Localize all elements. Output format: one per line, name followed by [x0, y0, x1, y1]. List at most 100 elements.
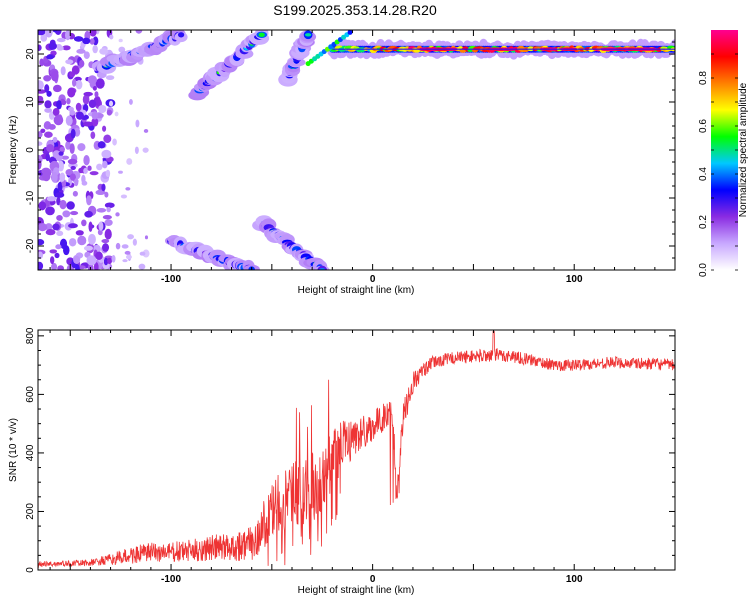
colorbar: 0.0 0.2 0.4 0.6 0.8 Normalized spectral ampl…: [698, 30, 749, 277]
heatmap-noise-cell: [38, 261, 44, 270]
heatmap-noise-cell: [39, 58, 44, 67]
heatmap-noise-cell: [89, 30, 97, 37]
page-title: S199.2025.353.14.28.R20: [273, 2, 437, 18]
heatmap-noise-cell: [46, 54, 54, 60]
heatmap-noise-cell: [38, 141, 43, 146]
heatmap-noise-cell: [52, 84, 62, 93]
heatmap-noise-cell: [51, 262, 58, 270]
heatmap-noise-cell: [88, 221, 93, 232]
heatmap-noise-cell: [48, 42, 57, 50]
heatmap-noise-cell: [38, 131, 43, 138]
colorbar-tick-label: 0.6: [698, 119, 709, 133]
heatmap-noise-cell: [109, 100, 114, 107]
heatmap-noise-cell: [129, 98, 133, 105]
heatmap-noise-cell: [62, 210, 71, 218]
heatmap-noise-cell: [95, 78, 105, 89]
heatmap-noise-cell: [83, 155, 90, 166]
heatmap-noise-cell: [56, 196, 61, 206]
heatmap-noise-cell: [59, 146, 65, 152]
heatmap-noise-cell: [103, 257, 109, 266]
heatmap-y-tick-label: 10: [25, 96, 36, 108]
heatmap-noise-cell: [59, 199, 67, 210]
heatmap-noise-cell: [69, 109, 76, 116]
heatmap-noise-cell: [101, 183, 106, 192]
heatmap-noise-cell: [57, 181, 63, 191]
heatmap-noise-cell: [73, 255, 81, 264]
heatmap-noise-cell: [44, 84, 50, 93]
heatmap-noise-cell: [139, 251, 146, 256]
heatmap-noise-cell: [56, 215, 63, 221]
heatmap-noise-cell: [91, 111, 99, 120]
heatmap-noise-cell: [118, 38, 123, 43]
heatmap-noise-cell: [73, 36, 84, 42]
heatmap-noise-cell: [122, 259, 128, 263]
heatmap-noise-cell: [121, 244, 129, 249]
heatmap-noise-cell: [79, 59, 85, 68]
heatmap-noise-cell: [61, 99, 67, 106]
heatmap-noise-cell: [69, 143, 75, 154]
heatmap-noise-cell: [38, 95, 44, 102]
heatmap-noise-cell: [102, 125, 107, 132]
heatmap-noise-cell: [75, 111, 84, 120]
heatmap-noise-cell: [67, 158, 78, 165]
heatmap-x-tick-label: 100: [566, 274, 583, 285]
heatmap-noise-cell: [89, 171, 99, 176]
heatmap-noise-cell: [38, 251, 44, 259]
heatmap-noise-cell: [115, 212, 120, 217]
heatmap-noise-cell: [64, 30, 71, 41]
heatmap-noise-cell: [84, 210, 93, 218]
heatmap-noise-cell: [38, 158, 42, 170]
heatmap-noise-cell: [52, 30, 58, 33]
heatmap-noise-cell: [70, 165, 76, 170]
heatmap-noise-cell: [114, 111, 119, 117]
heatmap-noise-cell: [61, 155, 70, 160]
heatmap-noise-cell: [115, 242, 121, 250]
heatmap-noise-cell: [45, 229, 56, 236]
heatmap-noise-cell: [106, 206, 111, 213]
heatmap-noise-cell: [50, 70, 59, 82]
heatmap-noise-cell: [52, 107, 60, 117]
heatmap-noise-cell: [68, 223, 78, 229]
snr-x-tick-label: 0: [370, 574, 376, 585]
snr-x-tick-label: 100: [566, 574, 583, 585]
heatmap-noise-cell: [56, 37, 66, 43]
heatmap-noise-cell: [105, 169, 111, 178]
heatmap-noise-cell: [86, 255, 97, 266]
heatmap-noise-cell: [38, 30, 46, 36]
heatmap-noise-cell: [109, 34, 114, 40]
heatmap-noise-cell: [46, 196, 57, 202]
heatmap-x-tick-label: -100: [161, 274, 181, 285]
colorbar-strip: [711, 30, 738, 270]
heatmap-noise-cell: [52, 223, 60, 231]
heatmap-noise-cell: [107, 257, 113, 265]
colorbar-label: Normalized spectral amplitude: [738, 82, 749, 217]
heatmap-noise-cell: [56, 230, 64, 237]
heatmap-noise-cell: [101, 149, 112, 159]
heatmap-noise-cell: [75, 230, 84, 236]
heatmap-noise-cell: [69, 173, 76, 181]
heatmap-noise-cell: [103, 134, 112, 144]
heatmap-noise-cell: [83, 245, 93, 251]
heatmap-noise-cell: [144, 235, 149, 240]
snr-x-tick-label: -100: [161, 574, 181, 585]
snr-y-tick-label: 800: [25, 327, 36, 344]
heatmap-noise-cell: [44, 131, 53, 138]
heatmap-noise-cell: [88, 99, 97, 109]
heatmap-noise-cell: [104, 191, 109, 198]
heatmap-noise-cell: [65, 59, 74, 65]
heatmap-noise-cell: [44, 30, 53, 38]
heatmap-noise-cell: [68, 238, 77, 247]
heatmap-noise-cell: [125, 187, 131, 191]
heatmap-noise-cell: [52, 136, 58, 143]
heatmap-noise-cell: [77, 265, 86, 270]
heatmap-noise-cell: [70, 128, 76, 139]
heatmap-noise-cell: [104, 228, 112, 240]
heatmap-noise-cell: [87, 165, 92, 171]
heatmap-noise-cell: [96, 207, 107, 213]
heatmap-noise-cell: [99, 48, 109, 55]
heatmap-noise-cell: [56, 100, 62, 110]
heatmap-noise-cell: [70, 211, 79, 216]
heatmap-noise-cell: [38, 201, 47, 211]
